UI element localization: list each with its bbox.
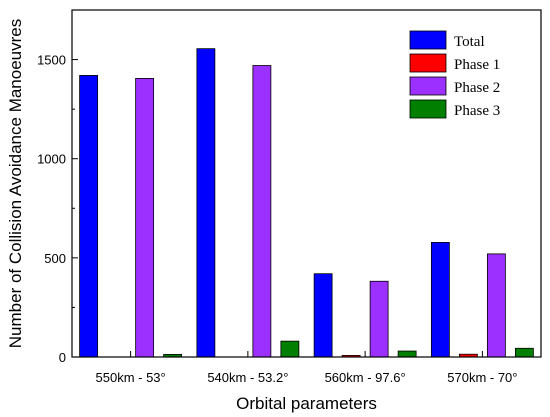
legend-label: Phase 2 bbox=[454, 80, 500, 96]
bar-total bbox=[313, 273, 333, 358]
legend-swatch bbox=[409, 76, 447, 96]
legend-swatch bbox=[409, 99, 447, 119]
bar-phase-3 bbox=[280, 340, 300, 358]
legend: Total Phase 1 Phase 2 Phase 3 bbox=[409, 30, 500, 119]
bar-phase-2 bbox=[252, 65, 272, 358]
bars-group bbox=[79, 48, 534, 358]
x-tick-label: 570km - 70° bbox=[447, 370, 517, 385]
y-tick-label: 1000 bbox=[37, 152, 66, 167]
bar-total bbox=[79, 75, 99, 358]
bar-total bbox=[430, 241, 450, 358]
y-tick-label: 500 bbox=[44, 251, 66, 266]
y-tick-label: 1500 bbox=[37, 53, 66, 68]
x-axis-title: Orbital parameters bbox=[236, 394, 377, 413]
y-axis-title: Number of Collision Avoidance Manoeuvres bbox=[6, 19, 25, 348]
legend-label: Total bbox=[454, 34, 485, 50]
x-tick-label: 540km - 53.2° bbox=[207, 370, 288, 385]
bar-phase-3 bbox=[514, 347, 534, 358]
plot-frame bbox=[71, 9, 542, 358]
y-axis: 0 500 1000 1500 bbox=[37, 53, 78, 365]
bar-phase-2 bbox=[369, 280, 389, 358]
legend-label: Phase 3 bbox=[454, 103, 500, 119]
legend-swatch bbox=[409, 53, 447, 73]
legend-swatch bbox=[409, 30, 447, 50]
legend-label: Phase 1 bbox=[454, 57, 500, 73]
y-tick-label: 0 bbox=[59, 350, 66, 365]
x-axis: 550km - 53° 540km - 53.2° 560km - 97.6° 570… bbox=[96, 351, 517, 385]
x-tick-label: 550km - 53° bbox=[96, 370, 166, 385]
bar-phase-3 bbox=[397, 350, 417, 358]
x-tick-label: 560km - 97.6° bbox=[325, 370, 406, 385]
bar-phase-2 bbox=[486, 253, 506, 358]
bar-total bbox=[196, 48, 216, 358]
bar-phase-2 bbox=[135, 78, 155, 358]
